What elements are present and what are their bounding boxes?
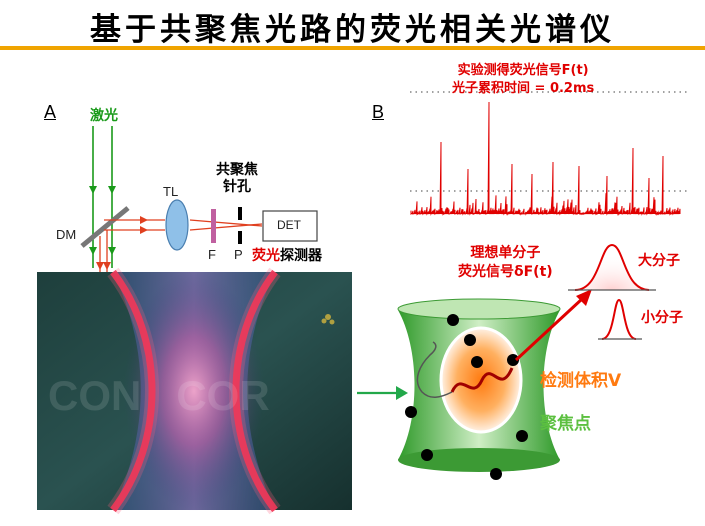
- signal-title-line1: 实验测得荧光信号F(t): [457, 63, 589, 78]
- signal-title: 实验测得荧光信号F(t) 光子累积时间 = 0.2ms: [452, 62, 594, 98]
- dm-label: DM: [56, 227, 77, 242]
- small-molecule-pulse: [601, 298, 637, 340]
- laser-beam: [89, 126, 116, 268]
- tl-label: TL: [163, 184, 179, 199]
- image-watermark: CON COR: [48, 372, 270, 419]
- pinhole-label-line2: 针孔: [223, 179, 251, 195]
- detector-label-fluorescence: 荧光: [252, 248, 280, 264]
- pinhole-bottom: [238, 231, 242, 244]
- signal-title-line2: 光子累积时间 = 0.2ms: [452, 81, 595, 96]
- laser-label: 激光: [90, 108, 118, 124]
- dichroic-mirror: [80, 206, 130, 248]
- panel-a-letter: A: [44, 102, 57, 122]
- big-molecule-pulse: [574, 243, 650, 291]
- focus-volume-bottom: [398, 448, 560, 472]
- detection-volume-label: 检测体积V: [540, 371, 622, 391]
- signal-trace: [410, 101, 681, 216]
- molecules: [405, 314, 528, 480]
- tube-lens: [165, 199, 189, 251]
- panel-b-letter: B: [372, 102, 385, 122]
- filter-label: F: [208, 247, 216, 262]
- detector-box: [262, 210, 318, 242]
- optical-path-schematic: [80, 126, 318, 272]
- focal-volume-scheme: [397, 289, 592, 480]
- focus-volume-top: [397, 298, 561, 320]
- filter: [211, 209, 216, 243]
- ideal-signal-line1: 理想单分子: [470, 245, 541, 261]
- ideal-pulses: [568, 243, 656, 340]
- detector-box-label: DET: [277, 218, 301, 232]
- fluorescence-beam: [96, 216, 263, 272]
- title-divider: [0, 46, 705, 50]
- signal-arrow-line: [514, 297, 584, 362]
- ideal-signal-label: 理想单分子 荧光信号δF(t): [458, 244, 553, 282]
- pinhole-label: 共聚焦 针孔: [216, 162, 258, 196]
- signal-arrow-head: [576, 289, 592, 306]
- detector-label-detector: 探测器: [280, 248, 322, 264]
- molecule-trajectory-inner: [450, 367, 514, 393]
- pinhole-top: [238, 207, 242, 220]
- confocal-focus-image: [37, 267, 352, 515]
- page-title: 基于共聚焦光路的荧光相关光谱仪: [90, 12, 615, 48]
- detector-label: 荧光探测器: [252, 245, 322, 265]
- transition-arrow: [357, 386, 408, 400]
- focal-point-label: 聚焦点: [540, 414, 591, 434]
- pinhole-label-line1: 共聚焦: [216, 162, 258, 178]
- molecule-trajectory-outer: [416, 341, 453, 398]
- big-molecule-label: 大分子: [638, 253, 680, 269]
- fluorescence-signal-chart: [410, 91, 690, 216]
- pinhole-p-label: P: [234, 247, 243, 262]
- ideal-signal-line2: 荧光信号δF(t): [458, 264, 553, 280]
- small-molecule-label: 小分子: [641, 310, 683, 326]
